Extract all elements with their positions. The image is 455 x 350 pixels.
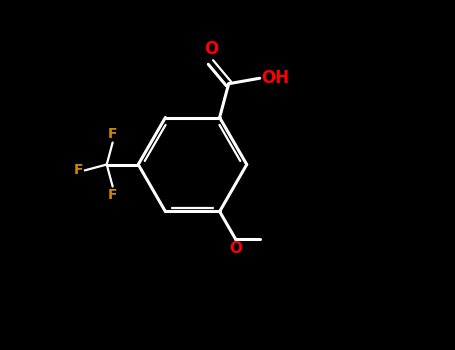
Text: F: F xyxy=(108,188,117,202)
Text: F: F xyxy=(108,127,117,141)
Text: F: F xyxy=(74,163,83,177)
Text: O: O xyxy=(204,40,218,58)
Text: OH: OH xyxy=(262,69,289,87)
Text: O: O xyxy=(230,240,243,256)
